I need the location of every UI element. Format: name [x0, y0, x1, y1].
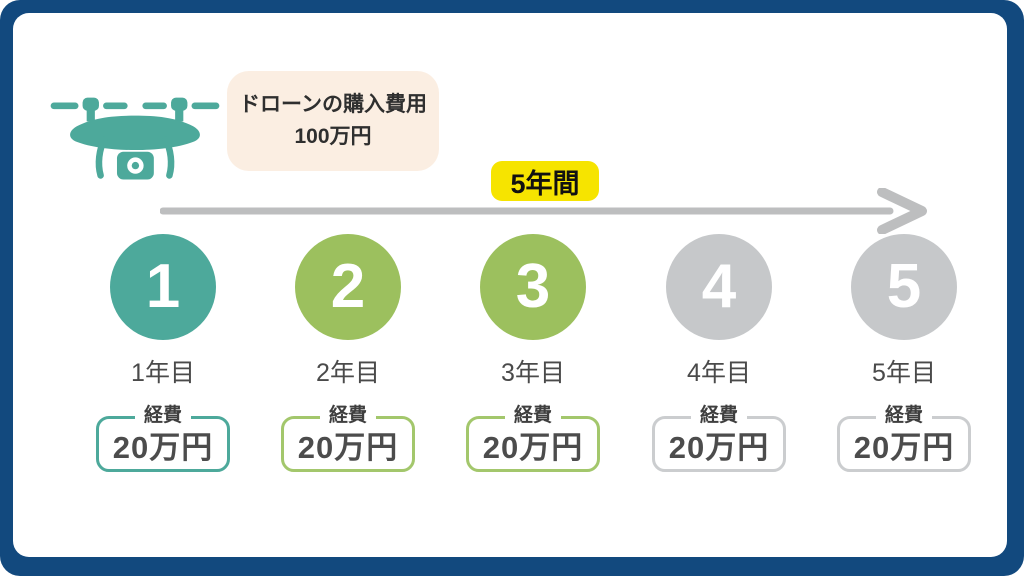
- year-label: 3年目: [501, 359, 565, 387]
- year-column: 5 5年目 経費 20万円: [812, 234, 996, 472]
- expense-box: 経費 20万円: [652, 406, 786, 472]
- purchase-cost-amount: 100万円: [294, 124, 372, 148]
- expense-value: 20万円: [668, 429, 770, 465]
- purchase-cost-callout: ドローンの購入費用 100万円: [227, 71, 439, 171]
- year-number-circle: 5: [851, 234, 957, 340]
- year-number: 3: [515, 252, 551, 321]
- year-label: 5年目: [872, 359, 936, 387]
- expense-box: 経費 20万円: [281, 406, 415, 472]
- period-badge: 5年間: [491, 161, 599, 201]
- year-label: 4年目: [687, 359, 751, 387]
- year-number-circle: 3: [480, 234, 586, 340]
- expense-box: 経費 20万円: [837, 406, 971, 472]
- expense-value: 20万円: [112, 429, 214, 465]
- expense-label: 経費: [134, 406, 192, 425]
- year-column: 4 4年目 経費 20万円: [627, 234, 811, 472]
- expense-value: 20万円: [297, 429, 399, 465]
- purchase-cost-title: ドローンの購入費用: [239, 93, 427, 117]
- year-label: 1年目: [131, 359, 195, 387]
- year-number-circle: 4: [666, 234, 772, 340]
- expense-value: 20万円: [482, 429, 584, 465]
- drone-icon: [50, 97, 220, 180]
- expense-label: 経費: [319, 406, 377, 425]
- expense-box: 経費 20万円: [466, 406, 600, 472]
- expense-label: 経費: [690, 406, 748, 425]
- expense-value: 20万円: [853, 429, 955, 465]
- year-number: 5: [886, 252, 922, 321]
- expense-label: 経費: [504, 406, 562, 425]
- year-number: 4: [701, 252, 737, 321]
- year-number: 1: [145, 252, 181, 321]
- year-column: 2 2年目 経費 20万円: [256, 234, 440, 472]
- year-column: 1 1年目 経費 20万円: [71, 234, 255, 472]
- year-label: 2年目: [316, 359, 380, 387]
- year-number-circle: 1: [110, 234, 216, 340]
- expense-box: 経費 20万円: [96, 406, 230, 472]
- expense-label: 経費: [875, 406, 933, 425]
- year-number: 2: [330, 252, 366, 321]
- year-number-circle: 2: [295, 234, 401, 340]
- timeline-arrow: [160, 188, 927, 234]
- slide-content-area: ドローンの購入費用 100万円 5年間 1 1年目 経費 20万円 2 2年目 …: [13, 13, 1007, 557]
- year-column: 3 3年目 経費 20万円: [441, 234, 625, 472]
